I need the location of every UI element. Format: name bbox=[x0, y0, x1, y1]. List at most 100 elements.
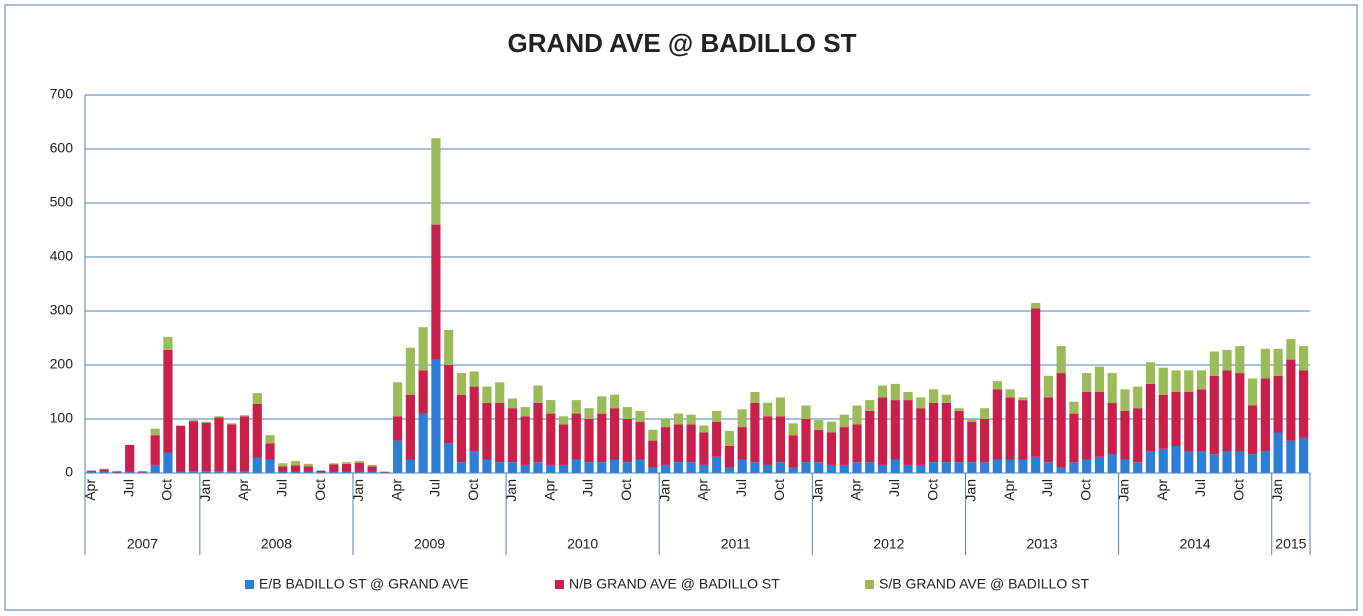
bar-segment bbox=[1094, 456, 1105, 473]
bar-segment bbox=[482, 459, 492, 473]
bar-segment bbox=[826, 421, 837, 433]
bar-segment bbox=[890, 459, 900, 473]
bar-segment bbox=[1043, 462, 1054, 473]
bar-segment bbox=[775, 416, 786, 463]
bar-segment bbox=[712, 410, 722, 422]
bar-segment bbox=[814, 429, 824, 463]
bar-segment bbox=[316, 470, 326, 471]
bar-segment bbox=[239, 471, 250, 473]
bar-segment bbox=[1005, 459, 1015, 473]
x-tick-label: Apr bbox=[1001, 479, 1017, 501]
bar-segment bbox=[1286, 359, 1296, 441]
bar-segment bbox=[877, 385, 888, 398]
bar-segment bbox=[341, 462, 352, 464]
bar-segment bbox=[418, 413, 428, 473]
bar-segment bbox=[1107, 402, 1117, 455]
bar-segment bbox=[1069, 413, 1079, 463]
bar-segment bbox=[1235, 346, 1245, 374]
chart-frame bbox=[4, 4, 1358, 611]
year-label: 2014 bbox=[1180, 536, 1211, 552]
bar-segment bbox=[648, 440, 658, 468]
bar-segment bbox=[444, 365, 454, 444]
legend-swatch bbox=[555, 580, 564, 589]
x-tick-label: Jan bbox=[197, 479, 213, 502]
y-tick-label: 300 bbox=[50, 302, 74, 318]
bar-segment bbox=[201, 421, 211, 423]
bar-segment bbox=[444, 329, 454, 365]
bar-segment bbox=[354, 461, 364, 463]
bar-segment bbox=[673, 424, 683, 463]
bar-segment bbox=[1171, 446, 1181, 473]
bar-segment bbox=[1018, 397, 1028, 401]
bar-segment bbox=[877, 397, 888, 465]
bar-segment bbox=[214, 416, 224, 418]
bar-segment bbox=[86, 470, 96, 471]
bar-segment bbox=[418, 370, 428, 414]
bar-segment bbox=[1184, 370, 1194, 392]
bar-segment bbox=[1133, 408, 1143, 463]
bar-segment bbox=[290, 471, 301, 473]
bar-segment bbox=[163, 349, 173, 453]
bar-segment bbox=[507, 398, 518, 409]
bar-segment bbox=[188, 471, 199, 473]
bar-segment bbox=[1018, 400, 1028, 460]
x-tick-label: Apr bbox=[235, 479, 251, 501]
bar-segment bbox=[329, 463, 339, 465]
x-tick-label: Oct bbox=[771, 479, 787, 501]
bar-segment bbox=[967, 419, 977, 422]
bar-segment bbox=[1273, 375, 1283, 433]
bar-segment bbox=[724, 430, 734, 446]
x-tick-label: Oct bbox=[924, 479, 940, 501]
x-tick-label: Jul bbox=[120, 479, 136, 497]
bar-segment bbox=[1196, 389, 1207, 452]
bar-segment bbox=[916, 408, 926, 465]
x-tick-label: Oct bbox=[618, 479, 634, 501]
bar-segment bbox=[916, 464, 926, 473]
bar-segment bbox=[239, 415, 250, 417]
x-tick-label: Jan bbox=[1269, 479, 1285, 502]
bar-segment bbox=[814, 462, 824, 473]
bar-segment bbox=[724, 467, 734, 473]
bar-segment bbox=[239, 416, 250, 472]
bar-segment bbox=[188, 421, 199, 472]
bar-segment bbox=[278, 471, 288, 473]
bar-segment bbox=[737, 459, 747, 473]
bar-segment bbox=[1082, 392, 1092, 460]
bar-segment bbox=[1082, 373, 1092, 392]
bar-segment bbox=[609, 408, 620, 460]
bar-segment bbox=[188, 420, 199, 422]
bar-segment bbox=[1145, 383, 1156, 452]
bar-segment bbox=[1273, 432, 1283, 473]
bar-segment bbox=[903, 392, 913, 401]
bar-segment bbox=[980, 408, 990, 419]
bar-segment bbox=[814, 420, 824, 430]
bar-segment bbox=[227, 471, 237, 473]
bar-segment bbox=[456, 394, 467, 463]
bar-segment bbox=[1145, 451, 1156, 473]
bar-segment bbox=[290, 461, 301, 466]
legend-swatch bbox=[865, 580, 874, 589]
x-tick-label: Jan bbox=[809, 479, 825, 502]
bar-segment bbox=[763, 416, 773, 465]
bar-segment bbox=[1273, 348, 1283, 376]
bar-segment bbox=[1247, 454, 1258, 473]
bar-segment bbox=[418, 327, 428, 371]
bar-segment bbox=[763, 464, 773, 473]
bar-segment bbox=[201, 422, 211, 472]
x-tick-label: Jul bbox=[733, 479, 749, 497]
bar-segment bbox=[584, 408, 594, 419]
bar-segment bbox=[546, 413, 556, 465]
bar-segment bbox=[686, 462, 696, 473]
year-label: 2011 bbox=[721, 536, 751, 552]
bar-segment bbox=[839, 414, 849, 428]
x-tick-label: Apr bbox=[1154, 479, 1170, 501]
bar-segment bbox=[1158, 367, 1168, 395]
bar-segment bbox=[1120, 459, 1130, 473]
bar-segment bbox=[699, 432, 709, 465]
y-tick-label: 700 bbox=[50, 86, 74, 102]
y-tick-label: 0 bbox=[65, 464, 73, 480]
bar-segment bbox=[992, 389, 1002, 460]
bar-segment bbox=[954, 462, 964, 473]
bar-segment bbox=[622, 407, 632, 419]
bar-segment bbox=[788, 467, 798, 473]
